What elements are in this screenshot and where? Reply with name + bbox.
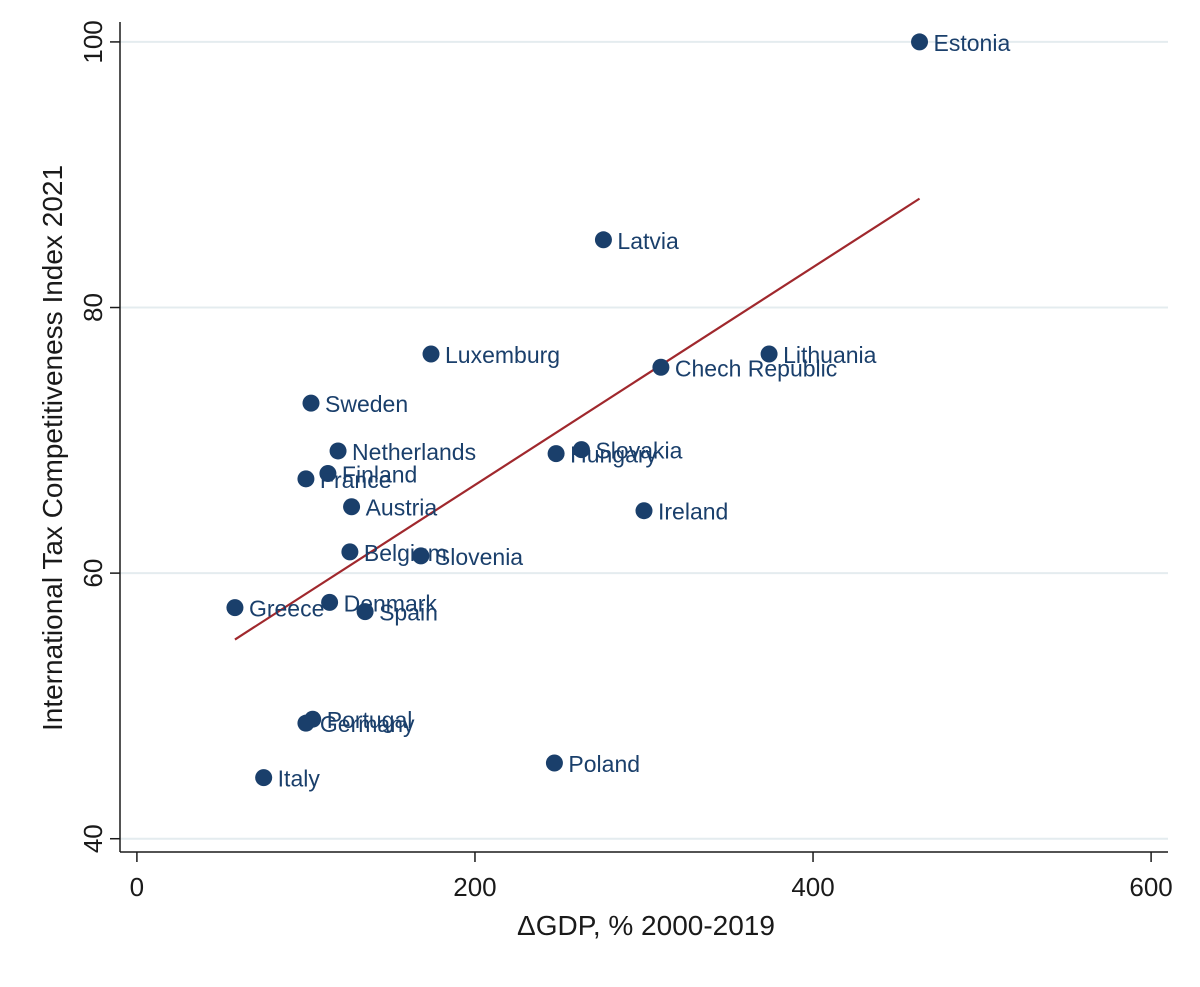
y-tick-label-1: 60 <box>78 559 108 588</box>
point-label-luxemburg: Luxemburg <box>445 342 560 368</box>
point-label-poland: Poland <box>568 751 640 777</box>
point-luxemburg <box>422 345 440 363</box>
x-tick-label-3: 600 <box>1129 872 1172 902</box>
point-label-latvia: Latvia <box>617 228 679 254</box>
point-greece <box>226 599 244 617</box>
point-label-slovenia: Slovenia <box>435 544 523 570</box>
point-label-estonia: Estonia <box>934 30 1011 56</box>
point-label-portugal: Portugal <box>327 707 413 733</box>
point-germany <box>297 714 315 732</box>
point-italy <box>255 769 273 787</box>
point-label-hungary: Hungary <box>570 442 657 468</box>
point-slovenia <box>412 547 430 565</box>
point-label-netherlands: Netherlands <box>352 439 476 465</box>
x-tick-label-0: 0 <box>130 872 144 902</box>
x-axis-title: ΔGDP, % 2000-2019 <box>517 910 775 941</box>
point-label-greece: Greece <box>249 596 324 622</box>
fit-line <box>234 197 921 641</box>
point-netherlands <box>329 442 347 460</box>
tick-labels: 40 60 80 100 0 200 400 600 <box>78 20 1173 902</box>
point-label-ireland: Ireland <box>658 499 728 525</box>
point-label-chech-republic: Chech Republic <box>675 355 837 381</box>
y-tick-label-0: 40 <box>78 824 108 853</box>
point-label-belgium: Belgium <box>364 540 447 566</box>
fit-line-group <box>234 197 921 641</box>
point-label-finland: Finland <box>342 462 417 488</box>
point-austria <box>343 498 361 516</box>
point-label-austria: Austria <box>366 495 438 521</box>
point-denmark <box>321 593 339 611</box>
y-axis-title: International Tax Competitiveness Index … <box>37 165 68 731</box>
point-label-spain: Spain <box>379 600 438 626</box>
point-hungary <box>547 445 565 463</box>
axes <box>110 22 1168 862</box>
point-label-italy: Italy <box>278 766 321 792</box>
gridlines <box>120 40 1168 840</box>
point-sweden <box>302 394 320 412</box>
x-tick-label-2: 400 <box>791 872 834 902</box>
point-label-lithuania: Lithuania <box>783 342 877 368</box>
x-tick-label-1: 200 <box>453 872 496 902</box>
point-spain <box>356 603 374 621</box>
point-finland <box>319 465 337 483</box>
point-label-france: France <box>320 467 392 493</box>
point-ireland <box>635 502 653 520</box>
point-label-sweden: Sweden <box>325 391 408 417</box>
point-lithuania <box>760 345 778 363</box>
point-chech-republic <box>652 358 670 376</box>
point-slovakia <box>572 441 590 459</box>
point-belgium <box>341 543 359 561</box>
point-poland <box>545 754 563 772</box>
point-france <box>297 470 315 488</box>
y-tick-label-2: 80 <box>78 293 108 322</box>
point-label-slovakia: Slovakia <box>595 438 682 464</box>
point-latvia <box>594 231 612 249</box>
point-label-germany: Germany <box>320 711 415 737</box>
y-tick-label-3: 100 <box>78 20 108 63</box>
point-estonia <box>911 33 929 51</box>
